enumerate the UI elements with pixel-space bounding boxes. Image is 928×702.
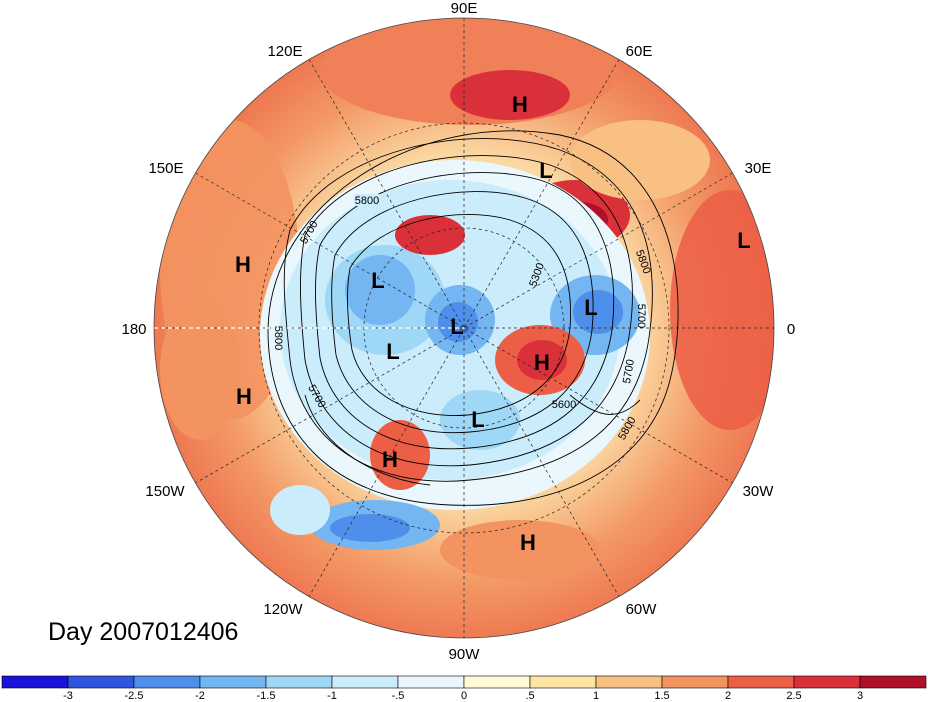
pressure-centers: H L L H L L L L H L H H H bbox=[235, 92, 751, 555]
high-center-label: H bbox=[512, 92, 528, 117]
high-center-label: H bbox=[382, 447, 398, 472]
lon-label-90w: 90W bbox=[449, 646, 481, 663]
colorbar-swatch bbox=[1, 675, 69, 689]
contour-label: 5700 bbox=[635, 304, 647, 328]
lon-label-0: 0 bbox=[787, 321, 795, 338]
colorbar-swatch bbox=[463, 675, 531, 689]
colorbar-swatch bbox=[661, 675, 729, 689]
low-center-label: L bbox=[386, 339, 399, 364]
lon-label-180: 180 bbox=[121, 321, 146, 338]
lon-label-60w: 60W bbox=[626, 601, 658, 618]
low-center-label: L bbox=[471, 407, 484, 432]
lon-label-120e: 120E bbox=[267, 43, 302, 60]
colorbar-tick-label: -2 bbox=[195, 690, 205, 702]
colorbar-tick-label: 3 bbox=[857, 690, 863, 702]
lon-label-120w: 120W bbox=[263, 601, 303, 618]
contour-label: 5800 bbox=[272, 326, 284, 350]
colorbar-swatch bbox=[331, 675, 399, 689]
lon-label-30w: 30W bbox=[743, 483, 775, 500]
low-center-label: L bbox=[737, 228, 750, 253]
contour-label: 5600 bbox=[552, 399, 576, 411]
lon-label-90e: 90E bbox=[451, 0, 478, 17]
longitude-labels: 90E 60E 30E 0 30W 60W 90W 120W 150W 180 … bbox=[121, 0, 795, 663]
high-center-label: H bbox=[534, 350, 550, 375]
colorbar: -3 -2.5 -2 -1.5 -1 -.5 0 .5 1 1.5 2 2.5 3 bbox=[1, 675, 927, 702]
globe-outline bbox=[153, 17, 775, 639]
lon-label-150e: 150E bbox=[148, 160, 183, 177]
high-center-label: H bbox=[235, 252, 251, 277]
colorbar-swatch bbox=[397, 675, 465, 689]
low-center-label: L bbox=[584, 295, 597, 320]
colorbar-tick-label: 1 bbox=[593, 690, 599, 702]
colorbar-swatch bbox=[199, 675, 267, 689]
low-center-label: L bbox=[450, 314, 463, 339]
colorbar-swatch bbox=[595, 675, 663, 689]
colorbar-tick-label: -.5 bbox=[392, 690, 405, 702]
colorbar-swatch bbox=[859, 675, 927, 689]
colorbar-swatch bbox=[529, 675, 597, 689]
lon-label-150w: 150W bbox=[145, 483, 185, 500]
low-center-label: L bbox=[371, 268, 384, 293]
anomaly-shading bbox=[154, 18, 774, 638]
colorbar-tick-label: -2.5 bbox=[125, 690, 144, 702]
contour-label: 5800 bbox=[355, 195, 379, 207]
contour-label: 5700 bbox=[621, 358, 637, 384]
colorbar-tick-label: -1.5 bbox=[257, 690, 276, 702]
lon-label-60e: 60E bbox=[626, 43, 653, 60]
colorbar-tick-label: 2.5 bbox=[786, 690, 801, 702]
low-center-label: L bbox=[539, 158, 552, 183]
day-title: Day 2007012406 bbox=[48, 618, 239, 646]
colorbar-swatch bbox=[727, 675, 795, 689]
colorbar-tick-label: 1.5 bbox=[654, 690, 669, 702]
colorbar-tick-label: -3 bbox=[63, 690, 73, 702]
colorbar-swatch bbox=[67, 675, 135, 689]
high-center-label: H bbox=[236, 384, 252, 409]
colorbar-tick-label: 0 bbox=[461, 690, 467, 702]
graticule bbox=[154, 18, 774, 638]
lon-label-30e: 30E bbox=[745, 160, 772, 177]
high-center-label: H bbox=[520, 530, 536, 555]
colorbar-swatch bbox=[793, 675, 861, 689]
colorbar-tick-label: -1 bbox=[327, 690, 337, 702]
colorbar-swatch bbox=[133, 675, 201, 689]
colorbar-tick-label: .5 bbox=[525, 690, 534, 702]
colorbar-tick-label: 2 bbox=[725, 690, 731, 702]
colorbar-swatch bbox=[265, 675, 333, 689]
